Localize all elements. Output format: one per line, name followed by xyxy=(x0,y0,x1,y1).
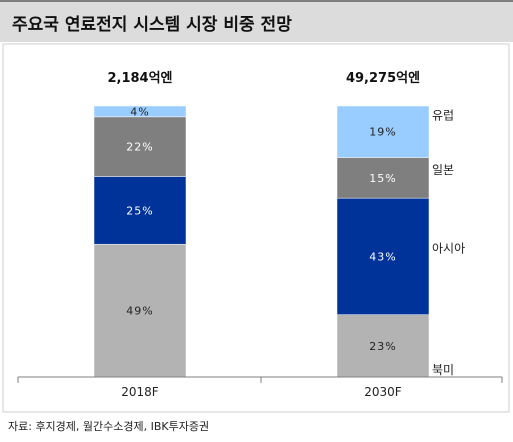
bar-segment-2018F-북미 xyxy=(93,243,187,378)
data-label-2030F-유럽: 19% xyxy=(369,126,396,139)
legend-label-아시아: 아시아 xyxy=(432,241,465,255)
data-label-2030F-일본: 15% xyxy=(369,172,396,185)
data-label-2018F-아시아: 25% xyxy=(126,204,153,217)
data-label-2030F-북미: 23% xyxy=(369,340,396,353)
bar-segment-2030F-아시아 xyxy=(336,197,430,315)
source-note: 자료: 후지경제, 월간수소경제, IBK투자증권 xyxy=(8,420,210,433)
bar-segment-2030F-일본 xyxy=(336,157,430,199)
bar-segment-2030F-북미 xyxy=(336,314,430,378)
title-bar: 주요국 연료전지 시스템 시장 비중 전망 xyxy=(0,0,513,42)
bar-segment-2018F-유럽 xyxy=(93,105,187,118)
chart-title: 주요국 연료전지 시스템 시장 비중 전망 xyxy=(12,15,292,35)
data-label-2018F-일본: 22% xyxy=(126,141,153,154)
legend-label-북미: 북미 xyxy=(432,363,454,377)
bar-segment-2030F-유럽 xyxy=(336,105,430,158)
total-label-2030F: 49,275억엔 xyxy=(346,70,420,86)
bar-segment-2018F-아시아 xyxy=(93,176,187,245)
legend-label-일본: 일본 xyxy=(432,163,454,177)
total-label-2018F: 2,184억엔 xyxy=(107,70,172,86)
x-tick-label-2018F: 2018F xyxy=(121,385,159,399)
x-tick-label-2030F: 2030F xyxy=(364,385,402,399)
data-label-2018F-북미: 49% xyxy=(126,305,153,318)
data-label-2030F-아시아: 43% xyxy=(369,250,396,263)
chart-frame xyxy=(2,43,510,413)
legend-label-유럽: 유럽 xyxy=(432,109,454,123)
data-label-2018F-유럽: 4% xyxy=(130,105,149,118)
